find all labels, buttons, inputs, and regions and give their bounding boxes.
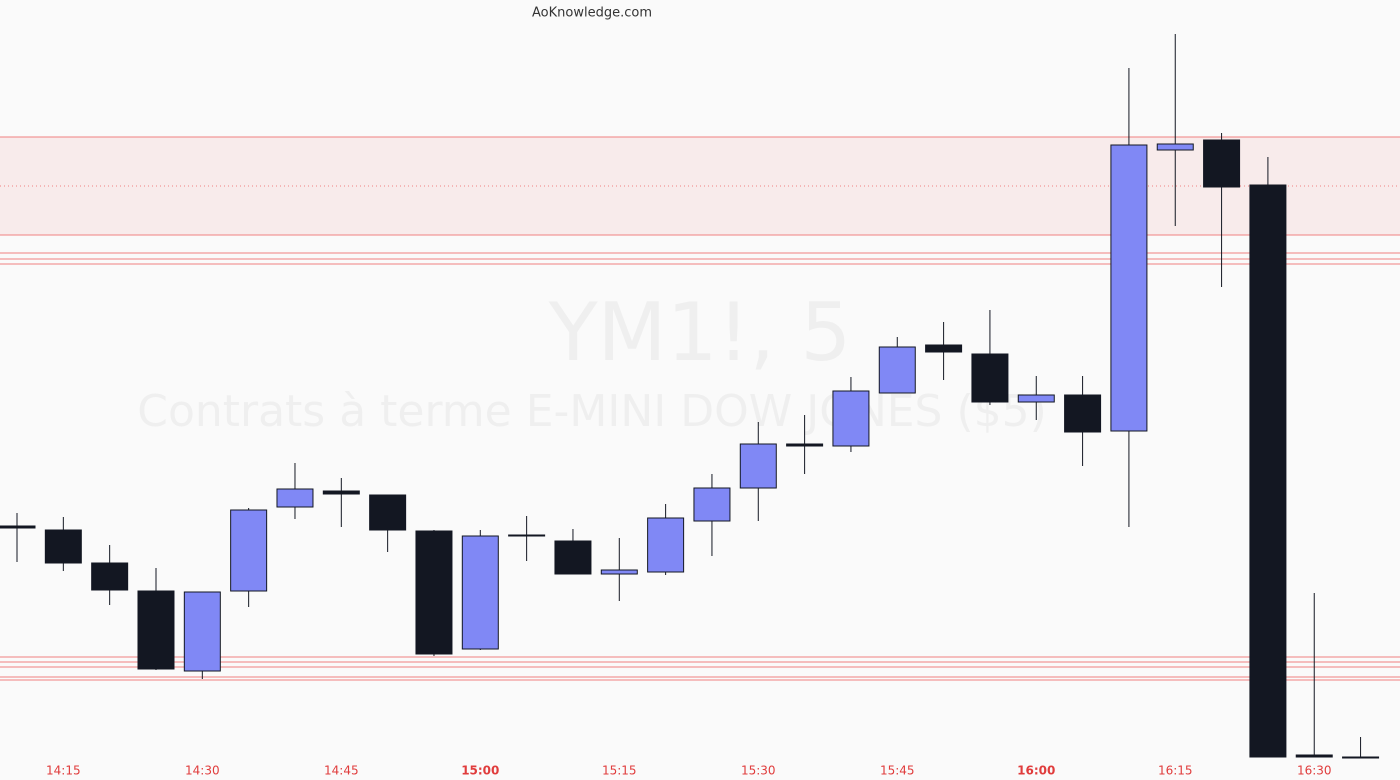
candle-body — [1110, 144, 1148, 432]
candle-body — [1017, 394, 1055, 403]
candle-body — [44, 529, 82, 564]
candle-body — [554, 540, 592, 575]
candle-body — [230, 509, 268, 592]
x-tick-label: 14:15 — [46, 764, 81, 778]
candle-body — [0, 525, 36, 529]
x-tick-label: 15:45 — [880, 764, 915, 778]
x-tick-label: 16:15 — [1158, 764, 1193, 778]
candle-body — [647, 517, 685, 573]
candle-body — [878, 346, 916, 394]
x-tick-label: 15:00 — [461, 764, 499, 778]
candle-body — [369, 494, 407, 531]
candle-body — [1156, 143, 1194, 151]
watermark-symbol: YM1!, 5 — [548, 286, 852, 379]
candle-body — [276, 488, 314, 508]
x-tick-label: 14:30 — [185, 764, 220, 778]
candle-body — [91, 562, 129, 591]
candle-body — [461, 535, 499, 650]
candle-body — [137, 590, 175, 670]
candle-body — [739, 443, 777, 489]
candle-body — [971, 353, 1009, 403]
x-tick-label: 15:15 — [602, 764, 637, 778]
x-tick-label: 15:30 — [741, 764, 776, 778]
candle-body — [832, 390, 870, 447]
candle-body — [1249, 184, 1287, 758]
candle-body — [1342, 756, 1380, 759]
candle-body — [508, 534, 546, 537]
candle-body — [1203, 139, 1241, 188]
candle-body — [1295, 754, 1333, 758]
x-tick-label: 16:00 — [1017, 764, 1055, 778]
candle-body — [322, 490, 360, 495]
candle-body — [925, 344, 963, 353]
candle-body — [786, 443, 824, 447]
candle-body — [600, 569, 638, 575]
site-title: AoKnowledge.com — [532, 6, 652, 21]
x-tick-label: 16:30 — [1297, 764, 1332, 778]
candle-body — [183, 591, 221, 672]
candle-body — [415, 530, 453, 655]
watermark-name: Contrats à terme E-MINI DOW JONES ($5) — [137, 386, 1047, 437]
candle-body — [693, 487, 731, 522]
candle-body — [1064, 394, 1102, 433]
x-tick-label: 14:45 — [324, 764, 359, 778]
